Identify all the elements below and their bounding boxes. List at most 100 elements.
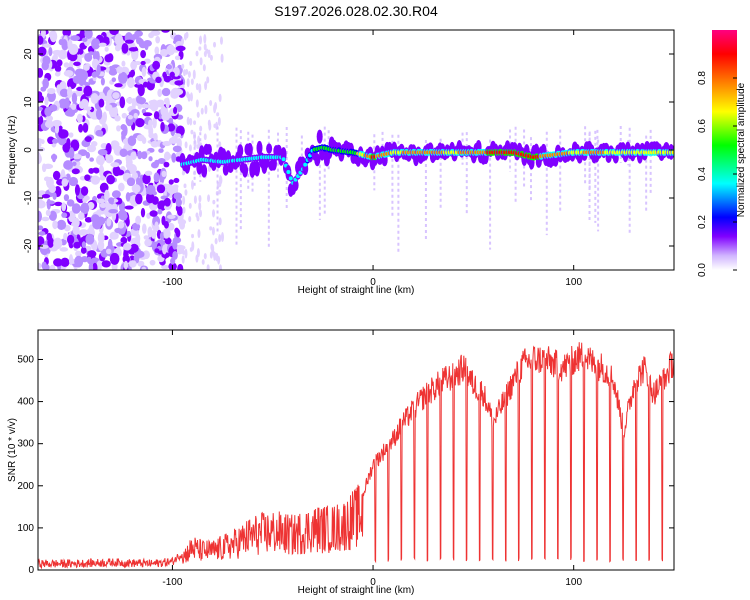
noise-blob [114,83,123,88]
noise-blob [102,111,107,123]
noise-blob [207,49,211,59]
noise-blob [52,119,62,127]
noise-blob [38,231,46,236]
noise-blob [220,53,224,63]
noise-blob [127,77,135,89]
noise-blob [41,261,47,270]
colorbar-tick-label: 0.6 [697,119,708,133]
noise-blob [45,115,53,122]
noise-blob [195,99,199,108]
noise-blob [190,129,194,135]
noise-blob [42,43,52,48]
noise-blob [88,262,94,270]
noise-blob [124,39,134,44]
noise-blob [137,104,142,110]
noise-blob [196,111,200,118]
noise-blob [66,234,75,245]
noise-blob [131,33,139,40]
noise-blob [198,202,202,211]
noise-blob [121,60,126,67]
noise-blob [48,210,57,221]
noise-blob [71,92,78,104]
snr-x-ticks: -100 0 100 [162,330,582,588]
noise-blob [148,99,159,105]
noise-blob [204,104,208,115]
noise-blob [53,258,63,267]
noise-blob [49,30,58,43]
noise-blob [137,150,143,160]
noise-blob [148,32,155,39]
noise-blob [173,88,184,96]
noise-blob [109,231,119,240]
noise-blob [159,48,169,57]
noise-blob [38,46,47,57]
noise-blob [163,161,170,168]
noise-blob [154,46,160,55]
noise-blob [212,209,216,218]
noise-blob [52,220,58,230]
noise-blob [73,61,81,66]
noise-blob [173,192,183,200]
noise-blob [62,142,71,153]
noise-blob [71,168,80,175]
noise-blob [61,202,67,212]
colorbar-tick-label: 0.8 [697,71,708,85]
noise-blob [181,63,185,69]
noise-blob [188,144,192,152]
noise-blob [141,137,147,144]
noise-blob [171,135,178,144]
noise-blob [54,201,63,207]
noise-blob [71,203,81,214]
noise-blob [70,35,80,42]
noise-blob [99,202,107,208]
colorbar-tick-label: 0.2 [697,215,708,229]
noise-blob [182,250,186,255]
noise-blob [48,46,53,57]
noise-blob [82,122,89,133]
noise-blob [96,260,102,270]
noise-blob [181,170,185,176]
noise-blob [128,47,139,52]
noise-blob [209,251,213,259]
colorbar-tick-label: 0.0 [697,263,708,277]
noise-blob [46,200,55,205]
noise-blob [89,157,94,162]
noise-blob [166,64,173,70]
noise-blob [95,107,103,120]
noise-blob [38,196,43,205]
noise-blob [172,239,178,250]
noise-blob [131,98,136,110]
ridge-core [303,162,308,167]
noise-blob [197,229,201,239]
noise-blob [56,219,67,230]
noise-blob [111,191,120,198]
noise-blob [198,194,202,203]
noise-blob [93,168,100,174]
noise-blob [97,149,108,156]
noise-blob [172,250,178,260]
noise-blob [38,94,45,103]
noise-blob [105,152,112,163]
noise-blob [150,229,157,239]
noise-blob [54,71,61,77]
noise-blob [78,212,85,220]
noise-blob [174,133,182,138]
noise-blob [198,83,202,94]
snr-y-tick-label: 200 [17,481,34,492]
noise-blob [154,221,159,232]
noise-blob [123,260,129,270]
noise-blob [88,168,95,174]
snr-panel: -100 0 100 0 100 200 300 400 500 Height of stra… [7,329,675,596]
noise-blob [80,70,89,81]
noise-blob [96,198,106,204]
noise-blob [184,189,188,196]
noise-blob [187,71,191,78]
noise-blob [149,210,158,217]
snr-x-label: Height of straight line (km) [298,585,415,596]
noise-blob [198,46,202,51]
noise-blob [92,262,98,270]
noise-blob [84,52,93,62]
noise-blob [79,30,86,40]
noise-blob [191,180,195,190]
noise-blob [173,177,180,184]
